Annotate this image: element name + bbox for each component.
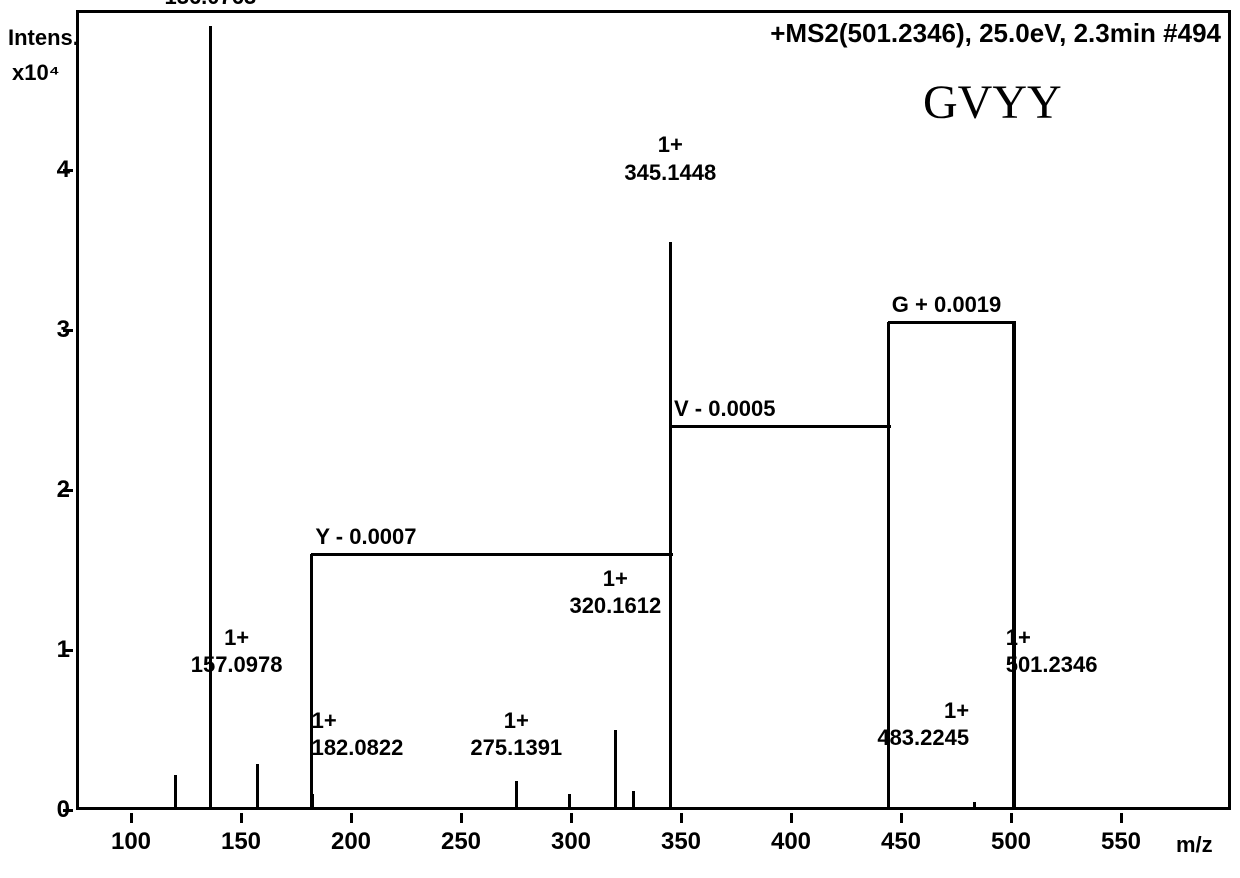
peak-charge-label: 1+ xyxy=(620,132,720,158)
x-tick-label: 400 xyxy=(761,828,821,856)
peak-charge-label: 1+ xyxy=(565,566,665,592)
ladder-vertical-line xyxy=(310,554,313,810)
x-tick-label: 150 xyxy=(211,828,271,856)
peak-mz-label: 320.1612 xyxy=(555,593,675,619)
x-tick-label: 500 xyxy=(981,828,1041,856)
x-tick-mark xyxy=(1010,813,1013,823)
ladder-vertical-line xyxy=(669,426,672,810)
peak-charge-label: 1+ xyxy=(187,625,287,651)
x-tick-label: 100 xyxy=(101,828,161,856)
plot-area xyxy=(76,10,1231,810)
x-tick-mark xyxy=(240,813,243,823)
spectrum-peak xyxy=(174,775,177,810)
x-tick-label: 450 xyxy=(871,828,931,856)
y-axis-scale: x10⁴ xyxy=(12,60,60,86)
peak-charge-label: 1+ xyxy=(466,708,566,734)
spectrum-peak xyxy=(632,791,635,810)
x-axis-label: m/z xyxy=(1176,832,1213,858)
spectrum-peak xyxy=(973,802,976,810)
y-tick-label: 0 xyxy=(40,796,70,824)
mass-spectrum-chart: Intens. x10⁴ m/z +MS2(501.2346), 25.0eV,… xyxy=(0,0,1240,878)
spectrum-peak xyxy=(614,730,617,810)
peak-charge-label: 1+ xyxy=(312,708,337,734)
peak-mz-label: 136.0763 xyxy=(150,0,270,10)
ladder-horizontal-line xyxy=(311,553,673,556)
ladder-annotation-text: Y - 0.0007 xyxy=(315,524,416,550)
ladder-horizontal-line xyxy=(670,425,891,428)
peak-mz-label: 345.1448 xyxy=(610,160,730,186)
y-tick-label: 4 xyxy=(40,156,70,184)
ladder-annotation-text: V - 0.0005 xyxy=(674,396,776,422)
peak-mz-label: 275.1391 xyxy=(456,735,576,761)
spectrum-peak xyxy=(568,794,571,810)
x-tick-mark xyxy=(680,813,683,823)
peak-mz-label: 483.2245 xyxy=(849,725,969,751)
x-tick-label: 550 xyxy=(1091,828,1151,856)
y-tick-label: 2 xyxy=(40,476,70,504)
ladder-vertical-line xyxy=(1012,322,1015,810)
y-tick-label: 1 xyxy=(40,636,70,664)
x-tick-mark xyxy=(570,813,573,823)
x-tick-mark xyxy=(900,813,903,823)
peak-mz-label: 182.0822 xyxy=(312,735,404,761)
x-tick-mark xyxy=(790,813,793,823)
x-tick-mark xyxy=(460,813,463,823)
spectrum-header: +MS2(501.2346), 25.0eV, 2.3min #494 xyxy=(770,18,1221,49)
peak-mz-label: 501.2346 xyxy=(1006,652,1098,678)
spectrum-peak xyxy=(256,764,259,810)
peak-charge-label: 1+ xyxy=(1006,625,1031,651)
x-tick-label: 350 xyxy=(651,828,711,856)
ladder-horizontal-line xyxy=(888,321,1016,324)
y-tick-label: 3 xyxy=(40,316,70,344)
peptide-sequence: GVYY xyxy=(923,75,1062,130)
peak-mz-label: 157.0978 xyxy=(177,652,297,678)
ladder-annotation-text: G + 0.0019 xyxy=(892,292,1001,318)
x-tick-mark xyxy=(350,813,353,823)
x-tick-mark xyxy=(1120,813,1123,823)
peak-charge-label: 1+ xyxy=(869,698,969,724)
x-tick-mark xyxy=(130,813,133,823)
y-axis-label: Intens. xyxy=(8,25,79,51)
ladder-vertical-line xyxy=(887,322,890,810)
x-tick-label: 200 xyxy=(321,828,381,856)
x-tick-label: 300 xyxy=(541,828,601,856)
spectrum-peak xyxy=(209,26,212,810)
spectrum-peak xyxy=(515,781,518,810)
x-tick-label: 250 xyxy=(431,828,491,856)
